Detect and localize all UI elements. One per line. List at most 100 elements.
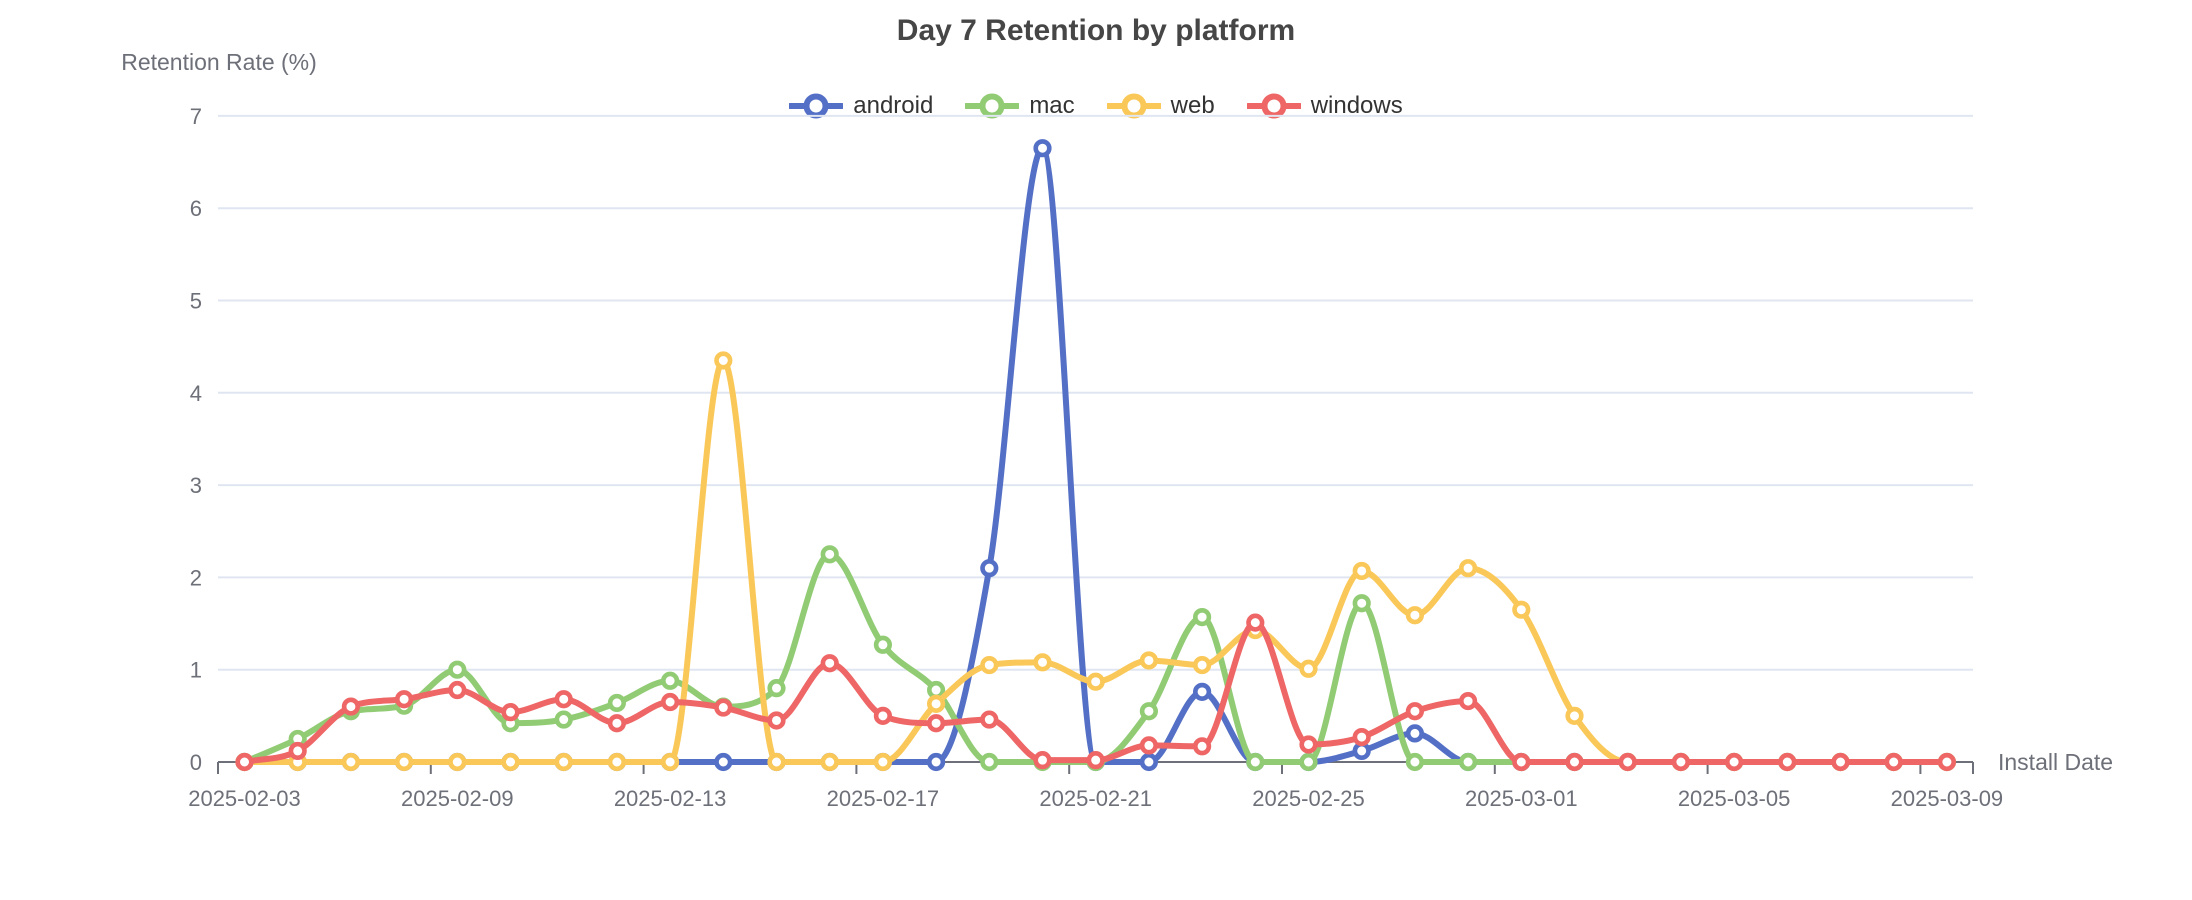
data-point-windows [395,690,414,709]
data-point-web [660,752,680,772]
data-point-windows [1618,752,1637,772]
data-point-windows [1512,752,1531,772]
series-lines [235,139,1956,772]
y-tick-label: 3 [190,473,202,498]
x-tick-label: 2025-02-25 [1252,786,1365,811]
data-point-windows [1192,737,1212,756]
data-point-windows [926,714,946,733]
data-point-android [980,559,999,578]
data-point-mac [820,545,839,564]
data-point-windows [1831,752,1850,772]
data-point-windows [1671,752,1690,772]
data-point-windows [1246,613,1265,632]
x-tick-label: 2025-02-13 [614,786,727,811]
series-line-mac [241,551,1950,765]
data-point-android [1139,752,1158,772]
x-tick-label: 2025-02-09 [401,786,514,811]
legend-line-icon [789,93,844,119]
legend-item-web[interactable]: web [1106,92,1215,120]
data-point-mac [660,671,680,690]
data-point-windows [554,690,573,709]
data-point-web [1458,559,1478,578]
y-tick-label: 1 [190,658,202,683]
data-point-mac [1352,594,1371,613]
data-point-windows [1086,751,1105,770]
data-point-windows [235,752,254,772]
data-point-windows [501,703,520,722]
axes: 2025-02-03 2025-02-09 2025-02-13 2025-02-17… [188,104,2003,811]
data-point-mac [767,679,786,698]
data-point-web [1086,672,1105,691]
data-point-windows [1565,752,1584,772]
data-point-windows [714,698,733,717]
legend-label: android [853,92,934,119]
y-tick-label: 6 [190,196,202,221]
data-point-mac [554,710,573,729]
data-point-web [820,752,839,772]
y-axis-name: Retention Rate (%) [121,49,317,75]
data-point-windows [767,711,786,730]
data-point-mac [1458,752,1478,772]
data-point-mac [1192,607,1212,627]
data-point-web [926,694,946,713]
data-point-web [1352,561,1371,581]
data-point-android [1033,139,1052,158]
x-tick-label: 2025-02-17 [827,786,940,811]
data-point-windows [1033,751,1052,770]
data-point-windows [341,697,361,716]
data-point-windows [1884,752,1903,772]
data-point-web [767,752,786,772]
data-point-web [1139,651,1158,670]
x-tick-label: 2025-03-09 [1891,786,2004,811]
y-tick-label: 4 [190,381,202,406]
data-point-web [1512,600,1531,619]
legend-line-icon [1246,93,1301,119]
data-point-web [980,655,999,675]
x-tick-label: 2025-02-21 [1039,786,1152,811]
legend-label: windows [1310,92,1403,119]
data-point-web [714,351,733,370]
legend-item-windows[interactable]: windows [1246,92,1403,120]
data-point-windows [1405,702,1424,721]
data-point-windows [660,692,680,712]
y-tick-label: 0 [190,750,202,775]
legend-item-android[interactable]: android [789,92,933,120]
data-point-windows [1458,691,1478,711]
data-point-windows [607,714,627,733]
y-tick-label: 5 [190,289,202,314]
data-point-web [873,752,893,772]
legend-label: mac [1029,92,1075,119]
grid-lines [218,114,1973,671]
data-point-windows [448,680,467,700]
data-point-windows [980,710,999,729]
data-point-android [1192,682,1212,701]
data-point-web [1405,606,1424,625]
data-point-windows [1724,752,1744,772]
y-tick-label: 2 [190,565,202,590]
x-tick-label: 2025-02-03 [188,786,301,811]
data-point-windows [873,706,893,725]
data-point-web [554,752,573,772]
data-point-mac [980,752,999,772]
data-point-android [714,752,733,772]
data-point-mac [607,693,627,713]
data-point-web [448,752,467,772]
data-point-web [501,752,520,772]
data-point-windows [1139,736,1158,755]
legend-label: web [1170,92,1215,119]
data-point-web [1299,659,1318,678]
data-point-mac [1139,702,1158,721]
data-point-android [1405,724,1424,743]
x-axis-name: Install Date [1998,749,2113,775]
data-point-web [341,752,361,772]
data-point-windows [1352,727,1371,747]
data-point-web [395,752,414,772]
series-line-web [241,357,1950,765]
x-tick-label: 2025-03-05 [1678,786,1791,811]
series-line-windows [241,619,1950,765]
chart-title: Day 7 Retention by platform [896,14,1296,47]
data-point-android [926,752,946,772]
data-point-web [607,752,627,772]
